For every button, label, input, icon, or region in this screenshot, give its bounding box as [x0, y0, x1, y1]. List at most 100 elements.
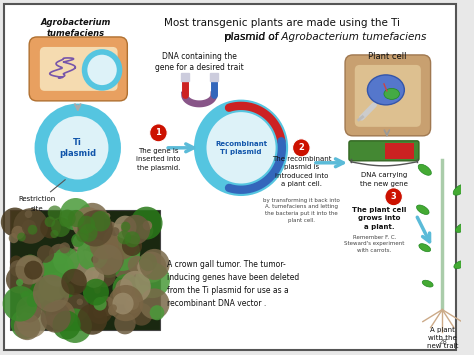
Circle shape — [65, 250, 100, 286]
Circle shape — [3, 286, 37, 322]
Circle shape — [143, 220, 152, 230]
Circle shape — [21, 311, 28, 318]
Text: 28: 28 — [438, 339, 447, 345]
Circle shape — [130, 303, 153, 326]
Circle shape — [94, 287, 100, 294]
Circle shape — [105, 222, 117, 234]
Circle shape — [10, 256, 22, 268]
Circle shape — [124, 295, 142, 313]
Ellipse shape — [417, 205, 429, 214]
FancyBboxPatch shape — [349, 141, 419, 161]
Circle shape — [104, 213, 110, 219]
Circle shape — [16, 306, 47, 338]
Ellipse shape — [422, 280, 433, 287]
Circle shape — [9, 260, 26, 277]
Text: A plant
with the
new trait: A plant with the new trait — [427, 327, 458, 349]
FancyBboxPatch shape — [10, 210, 160, 329]
Circle shape — [110, 304, 117, 312]
Circle shape — [72, 207, 104, 240]
Circle shape — [385, 188, 402, 206]
Circle shape — [27, 271, 36, 280]
Ellipse shape — [384, 88, 400, 99]
Text: The plant cell
grows into
a plant.: The plant cell grows into a plant. — [352, 207, 406, 230]
Text: A crown gall tumor. The tumor-
inducing genes have been deleted
from the Ti plas: A crown gall tumor. The tumor- inducing … — [167, 260, 300, 308]
Circle shape — [150, 305, 164, 320]
Circle shape — [83, 279, 109, 306]
Circle shape — [96, 296, 115, 316]
Circle shape — [84, 52, 119, 88]
Circle shape — [28, 225, 37, 235]
Circle shape — [114, 215, 137, 239]
Circle shape — [6, 266, 33, 294]
Circle shape — [135, 262, 170, 298]
Circle shape — [38, 273, 67, 302]
FancyBboxPatch shape — [29, 37, 128, 101]
Circle shape — [132, 235, 140, 242]
Text: 1: 1 — [155, 129, 161, 137]
Circle shape — [138, 223, 153, 238]
Circle shape — [21, 273, 32, 285]
Circle shape — [112, 293, 134, 315]
Circle shape — [45, 216, 55, 227]
Circle shape — [41, 110, 115, 186]
Text: The recombinant
plasmid is
introduced into
a plant cell.: The recombinant plasmid is introduced in… — [272, 156, 331, 187]
Circle shape — [84, 267, 104, 288]
Circle shape — [77, 299, 83, 305]
FancyBboxPatch shape — [4, 4, 456, 350]
Circle shape — [91, 211, 110, 231]
Circle shape — [130, 207, 163, 240]
Text: Restriction: Restriction — [18, 196, 55, 202]
Circle shape — [77, 210, 113, 246]
Circle shape — [73, 234, 89, 251]
Circle shape — [50, 315, 57, 321]
Circle shape — [88, 299, 112, 324]
Circle shape — [292, 139, 310, 157]
Circle shape — [139, 253, 157, 271]
Circle shape — [108, 285, 144, 321]
Circle shape — [53, 247, 79, 274]
Text: DNA containing the: DNA containing the — [162, 52, 237, 61]
Text: the new gene: the new gene — [360, 181, 408, 187]
Circle shape — [84, 239, 109, 264]
Circle shape — [76, 229, 89, 242]
Circle shape — [46, 300, 75, 330]
Circle shape — [91, 256, 99, 263]
Text: The gene is
inserted into
the plasmid.: The gene is inserted into the plasmid. — [136, 148, 181, 171]
Circle shape — [122, 235, 142, 256]
Circle shape — [98, 254, 121, 278]
Circle shape — [77, 304, 107, 335]
Circle shape — [92, 263, 116, 287]
Ellipse shape — [367, 75, 404, 105]
Circle shape — [78, 216, 95, 234]
Circle shape — [60, 198, 91, 230]
Circle shape — [53, 311, 81, 339]
Text: DNA carrying: DNA carrying — [361, 172, 407, 178]
Circle shape — [137, 259, 153, 275]
Text: plasmid of Agrobacterium tumefaciens: plasmid of Agrobacterium tumefaciens — [224, 32, 426, 42]
Circle shape — [115, 284, 135, 304]
Circle shape — [92, 245, 123, 275]
Circle shape — [60, 217, 69, 227]
Circle shape — [21, 310, 34, 324]
Circle shape — [59, 283, 74, 298]
Text: site: site — [31, 206, 43, 212]
Text: 3: 3 — [391, 192, 397, 201]
Circle shape — [111, 227, 119, 236]
Circle shape — [50, 230, 58, 238]
Circle shape — [126, 296, 139, 310]
Circle shape — [27, 290, 55, 318]
Circle shape — [44, 313, 55, 325]
Circle shape — [22, 220, 36, 235]
Circle shape — [112, 274, 140, 302]
Text: Remember F. C.
Steward's experiment
with carrots.: Remember F. C. Steward's experiment with… — [344, 235, 404, 253]
Circle shape — [25, 210, 32, 218]
Circle shape — [85, 210, 110, 235]
Circle shape — [27, 295, 38, 307]
Text: Recombinant
Ti plasmid: Recombinant Ti plasmid — [215, 141, 267, 155]
Circle shape — [9, 233, 18, 243]
Circle shape — [115, 224, 135, 245]
Circle shape — [80, 224, 98, 242]
FancyBboxPatch shape — [355, 65, 421, 127]
Circle shape — [125, 231, 140, 247]
Circle shape — [43, 276, 66, 300]
